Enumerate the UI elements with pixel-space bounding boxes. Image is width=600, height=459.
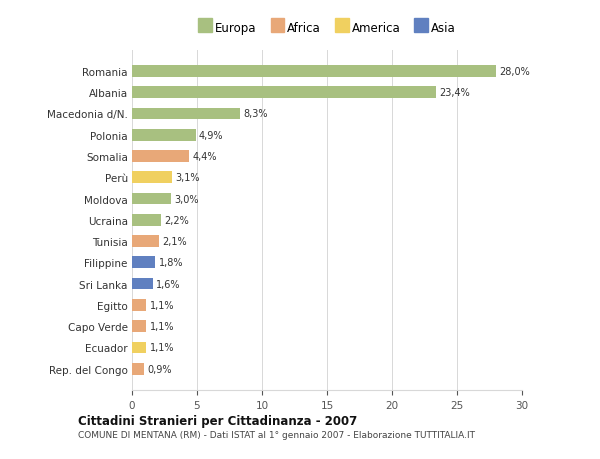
Text: 1,8%: 1,8%: [158, 258, 183, 268]
Bar: [132, 257, 155, 269]
Text: 1,1%: 1,1%: [149, 343, 174, 353]
Bar: [132, 342, 146, 353]
Legend: Europa, Africa, America, Asia: Europa, Africa, America, Asia: [199, 22, 455, 35]
Bar: [132, 129, 196, 141]
Text: 4,9%: 4,9%: [199, 130, 223, 140]
Bar: [132, 214, 161, 226]
Bar: [132, 193, 171, 205]
Text: 2,1%: 2,1%: [163, 236, 187, 246]
Bar: [132, 87, 436, 99]
Bar: [132, 108, 240, 120]
Text: 28,0%: 28,0%: [499, 67, 530, 77]
Text: 1,1%: 1,1%: [149, 321, 174, 331]
Text: 3,0%: 3,0%: [174, 194, 199, 204]
Bar: [132, 172, 172, 184]
Text: 3,1%: 3,1%: [176, 173, 200, 183]
Bar: [132, 151, 189, 162]
Bar: [132, 236, 160, 247]
Text: COMUNE DI MENTANA (RM) - Dati ISTAT al 1° gennaio 2007 - Elaborazione TUTTITALIA: COMUNE DI MENTANA (RM) - Dati ISTAT al 1…: [78, 430, 475, 439]
Text: 8,3%: 8,3%: [243, 109, 268, 119]
Bar: [132, 363, 144, 375]
Bar: [132, 278, 153, 290]
Text: 2,2%: 2,2%: [164, 215, 188, 225]
Text: 1,6%: 1,6%: [156, 279, 181, 289]
Bar: [132, 320, 146, 332]
Bar: [132, 66, 496, 78]
Bar: [132, 299, 146, 311]
Text: 1,1%: 1,1%: [149, 300, 174, 310]
Text: 23,4%: 23,4%: [439, 88, 470, 98]
Text: 4,4%: 4,4%: [193, 151, 217, 162]
Text: 0,9%: 0,9%: [147, 364, 172, 374]
Text: Cittadini Stranieri per Cittadinanza - 2007: Cittadini Stranieri per Cittadinanza - 2…: [78, 414, 357, 428]
